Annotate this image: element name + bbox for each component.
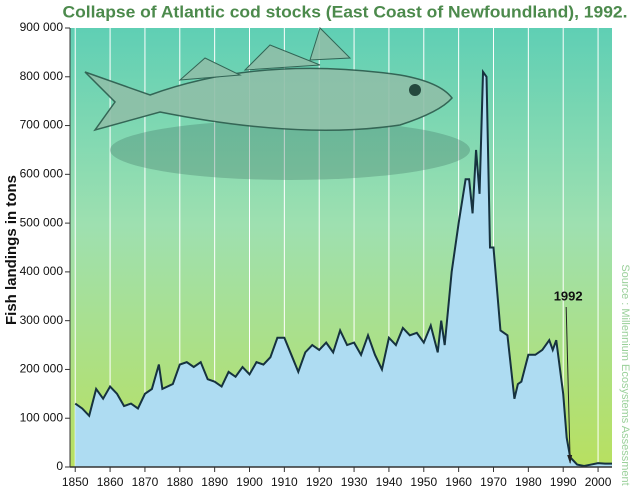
annotation-arrow xyxy=(565,306,571,464)
x-tick-label: 1860 xyxy=(97,475,124,489)
annotation-label: 1992 xyxy=(554,288,583,303)
x-tick-label: 1950 xyxy=(410,475,437,489)
x-tick-label: 1930 xyxy=(341,475,368,489)
area xyxy=(75,71,613,468)
x-tick-label: 1880 xyxy=(166,475,193,489)
x-tick-label: 1960 xyxy=(445,475,472,489)
x-tick-label: 1890 xyxy=(201,475,228,489)
line xyxy=(74,68,612,468)
x-tick-label: 2000 xyxy=(585,475,612,489)
y-tick-label: 500 000 xyxy=(20,215,64,229)
y-tick-label: 700 000 xyxy=(20,118,64,132)
x-tick-label: 1850 xyxy=(62,475,89,489)
x-tick-label: 1970 xyxy=(480,475,507,489)
annotation-arrowhead xyxy=(567,455,573,464)
fish-illustration xyxy=(84,27,470,180)
x-tick-label: 1980 xyxy=(515,475,542,489)
y-tick-label: 0 xyxy=(56,459,63,473)
x-tick-label: 1910 xyxy=(271,475,298,489)
y-tick-label: 900 000 xyxy=(20,20,64,34)
x-tick-label: 1940 xyxy=(376,475,403,489)
y-tick-label: 400 000 xyxy=(20,264,64,278)
y-tick-label: 300 000 xyxy=(20,313,64,327)
x-tick-label: 1990 xyxy=(550,475,577,489)
y-tick-label: 600 000 xyxy=(20,167,64,181)
y-tick-label: 800 000 xyxy=(20,69,64,83)
x-tick-label: 1900 xyxy=(236,475,263,489)
source-note: Source : Millennium Ecosystems Assessmen… xyxy=(619,264,631,485)
x-tick-label: 1870 xyxy=(132,475,159,489)
y-tick-label: 100 000 xyxy=(20,410,64,424)
y-tick-label: 200 000 xyxy=(20,362,64,376)
x-tick-label: 1920 xyxy=(306,475,333,489)
y-axis-label: Fish landings in tons xyxy=(3,175,20,325)
chart-title: Collapse of Atlantic cod stocks (East Co… xyxy=(63,2,628,21)
